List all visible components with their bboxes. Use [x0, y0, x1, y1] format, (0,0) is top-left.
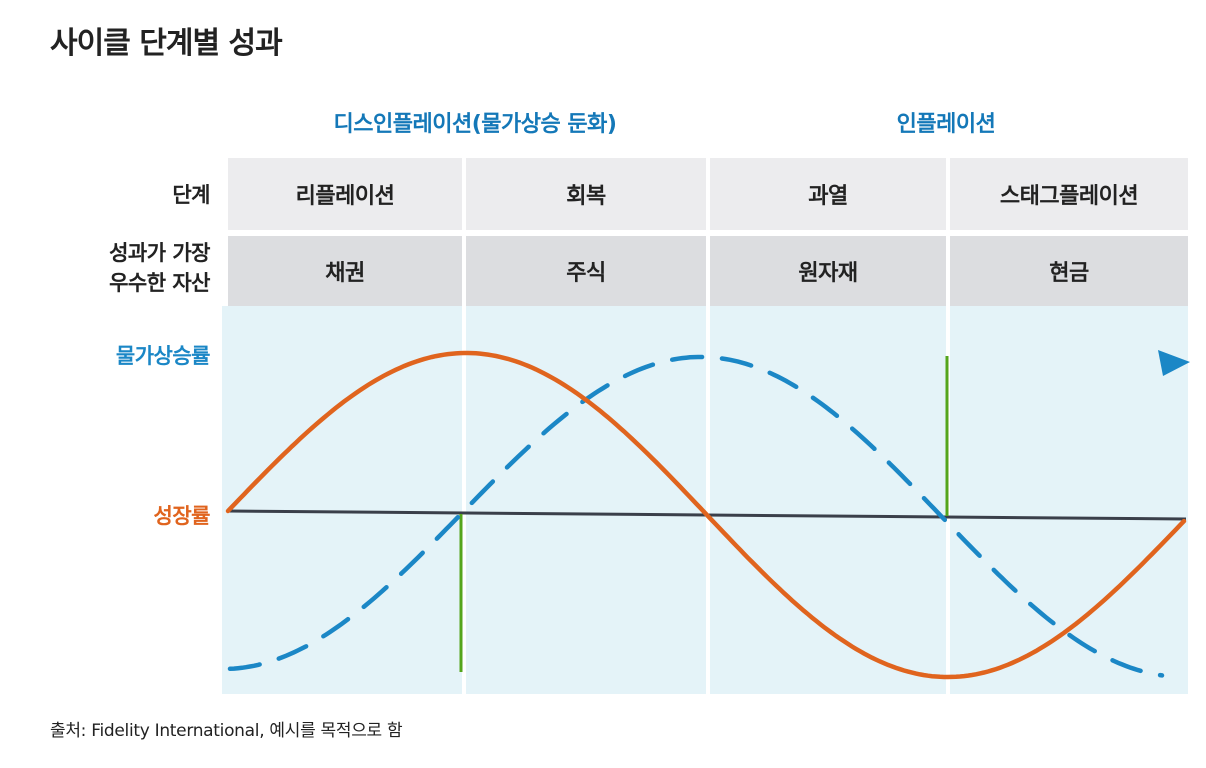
row-label-best-asset-line1: 성과가 가장: [109, 241, 210, 265]
inflation-curve-label: 물가상승률: [115, 344, 211, 368]
phase-label-disinflation: 디스인플레이션(물가상승 둔화): [333, 112, 617, 137]
asset-cell-cash: 현금: [950, 236, 1188, 306]
row-label-stage: 단계: [172, 183, 210, 207]
stage-cell-reflation: 리플레이션: [228, 158, 462, 230]
stage-cell-recovery: 회복: [466, 158, 706, 230]
asset-cell-stocks: 주식: [466, 236, 706, 306]
asset-cell-commodities: 원자재: [710, 236, 946, 306]
growth-curve-label: 성장률: [153, 504, 211, 528]
row-label-best-asset-line2: 우수한 자산: [109, 271, 210, 295]
growth-curve: [225, 350, 1187, 680]
page-title: 사이클 단계별 성과: [50, 26, 283, 61]
source-note: 출처: Fidelity International, 예시를 목적으로 함: [50, 721, 403, 741]
chart-panel-1: [222, 306, 462, 694]
asset-cell-bonds: 채권: [228, 236, 462, 306]
row-label-best-asset: 성과가 가장 우수한 자산: [109, 238, 210, 298]
inflation-arrowhead: [1158, 350, 1190, 376]
stage-cell-overheat: 과열: [710, 158, 946, 230]
chart-panel-2: [466, 306, 706, 694]
stage-cell-stagflation: 스태그플레이션: [950, 158, 1188, 230]
inflation-curve: [227, 354, 1165, 678]
phase-label-inflation: 인플레이션: [896, 112, 996, 137]
